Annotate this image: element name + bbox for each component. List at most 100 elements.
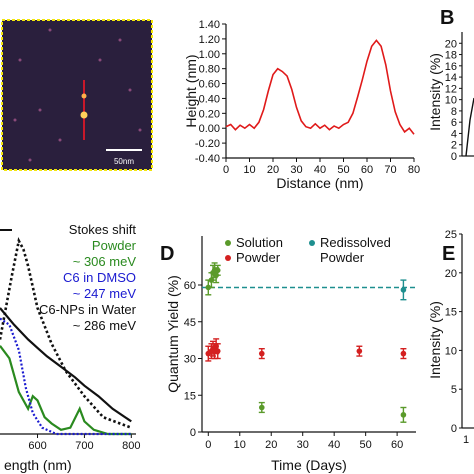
y-tick-label: 1.40 — [199, 19, 220, 31]
x-tick-label: 20 — [265, 439, 277, 451]
y-tick-label: 4 — [451, 128, 457, 140]
y-tick-label: -0.40 — [195, 153, 220, 165]
spectrum-line — [0, 317, 132, 436]
legend-marker — [225, 255, 231, 261]
x-tick-label: 10 — [234, 439, 246, 451]
y-tick-label: 60 — [184, 280, 196, 292]
afm-speck — [38, 108, 42, 112]
y-axis-label: Intensity (%) — [427, 53, 443, 131]
height-profile-chart: 0 10 20 30 40 50 60 70 80 -0.40 -0.20 0.00 0.20 0.40 0… — [183, 19, 420, 191]
afm-speck — [118, 38, 122, 42]
y-tick-label: 6 — [451, 117, 457, 129]
data-point — [214, 348, 221, 354]
data-point — [258, 404, 265, 411]
legend-entry: Stokes shift — [69, 222, 137, 237]
y-tick-label: 14 — [445, 72, 457, 84]
x-axis-label: ength (nm) — [4, 457, 72, 473]
y-tick-label: 12 — [445, 83, 457, 95]
x-tick-label: 0 — [223, 164, 229, 176]
spectrum-line — [0, 237, 132, 429]
legend-marker — [309, 240, 315, 246]
y-axis-label: Height (nm) — [183, 54, 199, 127]
panel-label-b: B — [440, 7, 454, 29]
legend-entry: ~ 247 meV — [73, 286, 137, 301]
quantum-yield-chart: 0 10 20 30 40 50 60 0 15 30 45 60 Time (Days) Quantum… — [165, 235, 416, 473]
x-tick-label: 10 — [243, 164, 255, 176]
x-tick-label: 0 — [205, 439, 211, 451]
y-tick-label: 45 — [184, 317, 196, 329]
x-tick-label: 40 — [314, 164, 326, 176]
x-tick-label: 20 — [267, 164, 279, 176]
afm-speck — [58, 138, 62, 142]
afm-speck — [13, 118, 17, 122]
legend-entry: ~ 286 meV — [73, 318, 137, 333]
x-tick-label: 50 — [360, 439, 372, 451]
y-tick-label: 1.00 — [199, 49, 220, 61]
y-tick-label: 8 — [451, 106, 457, 118]
y-tick-label: 16 — [445, 61, 457, 73]
legend-entry-redissolved: Redissolved Powder — [320, 235, 391, 265]
y-tick-label: 10 — [445, 345, 457, 357]
x-tick-label: 30 — [290, 164, 302, 176]
x-tick-label: 600 — [28, 440, 46, 452]
y-tick-label: 0.40 — [199, 93, 220, 105]
y-axis-label: Intensity (%) — [427, 301, 443, 379]
legend-entry: ~ 306 meV — [73, 254, 137, 269]
x-axis-label: Time (Days) — [271, 457, 347, 473]
y-tick-label: 0 — [190, 427, 196, 439]
y-tick-label: 5 — [451, 384, 457, 396]
y-tick-label: 15 — [445, 307, 457, 319]
panel-b-curve — [465, 97, 474, 157]
afm-image-panel: 50nm — [1, 19, 153, 171]
y-tick-label: 0 — [451, 151, 457, 163]
y-tick-label: 20 — [445, 268, 457, 280]
afm-speck — [128, 88, 132, 92]
y-tick-label: 10 — [445, 95, 457, 107]
y-tick-label: 25 — [445, 229, 457, 241]
x-tick-label: 1 — [463, 434, 469, 446]
y-tick-label: -0.20 — [195, 138, 220, 150]
afm-scale-label: 50nm — [114, 157, 134, 166]
y-axis-label: Quantum Yield (%) — [165, 275, 181, 393]
height-profile-line — [225, 39, 415, 135]
legend-marker — [225, 240, 231, 246]
afm-speck — [18, 58, 22, 62]
data-point — [258, 350, 265, 357]
x-tick-label: 80 — [408, 164, 420, 176]
x-tick-label: 50 — [337, 164, 349, 176]
legend-entry: C6-NPs in Water — [39, 302, 137, 317]
data-point — [400, 350, 407, 357]
x-tick-label: 800 — [122, 440, 140, 452]
y-tick-label: 1.20 — [199, 34, 220, 46]
y-tick-label: 18 — [445, 50, 457, 62]
y-tick-label: 2 — [451, 140, 457, 152]
legend-entry: Solution — [236, 235, 283, 250]
y-tick-label: 20 — [445, 38, 457, 50]
x-axis-label: Distance (nm) — [276, 175, 363, 191]
y-tick-label: 30 — [184, 354, 196, 366]
data-point — [400, 412, 407, 418]
afm-speck — [98, 58, 102, 62]
legend-entry: Powder — [92, 238, 137, 253]
data-point — [400, 287, 407, 293]
y-tick-label: 15 — [184, 390, 196, 402]
x-tick-label: 60 — [391, 439, 403, 451]
x-tick-label: 30 — [297, 439, 309, 451]
x-tick-label: 70 — [384, 164, 396, 176]
data-point — [205, 284, 212, 291]
spectrum-line — [0, 307, 132, 423]
afm-particle — [81, 93, 87, 99]
afm-speck — [138, 128, 142, 132]
y-tick-label: 0 — [451, 423, 457, 435]
panel-label-e: E — [442, 243, 455, 265]
spectrum-line — [0, 345, 132, 436]
y-tick-label: 0.20 — [199, 108, 220, 120]
y-tick-label: 0.00 — [199, 123, 220, 135]
x-tick-label: 700 — [75, 440, 93, 452]
afm-image-frame — [1, 19, 153, 171]
data-point — [214, 267, 221, 274]
panel-e-chart: 0 5 10 15 20 25 1 Intensity (%) — [427, 229, 474, 446]
